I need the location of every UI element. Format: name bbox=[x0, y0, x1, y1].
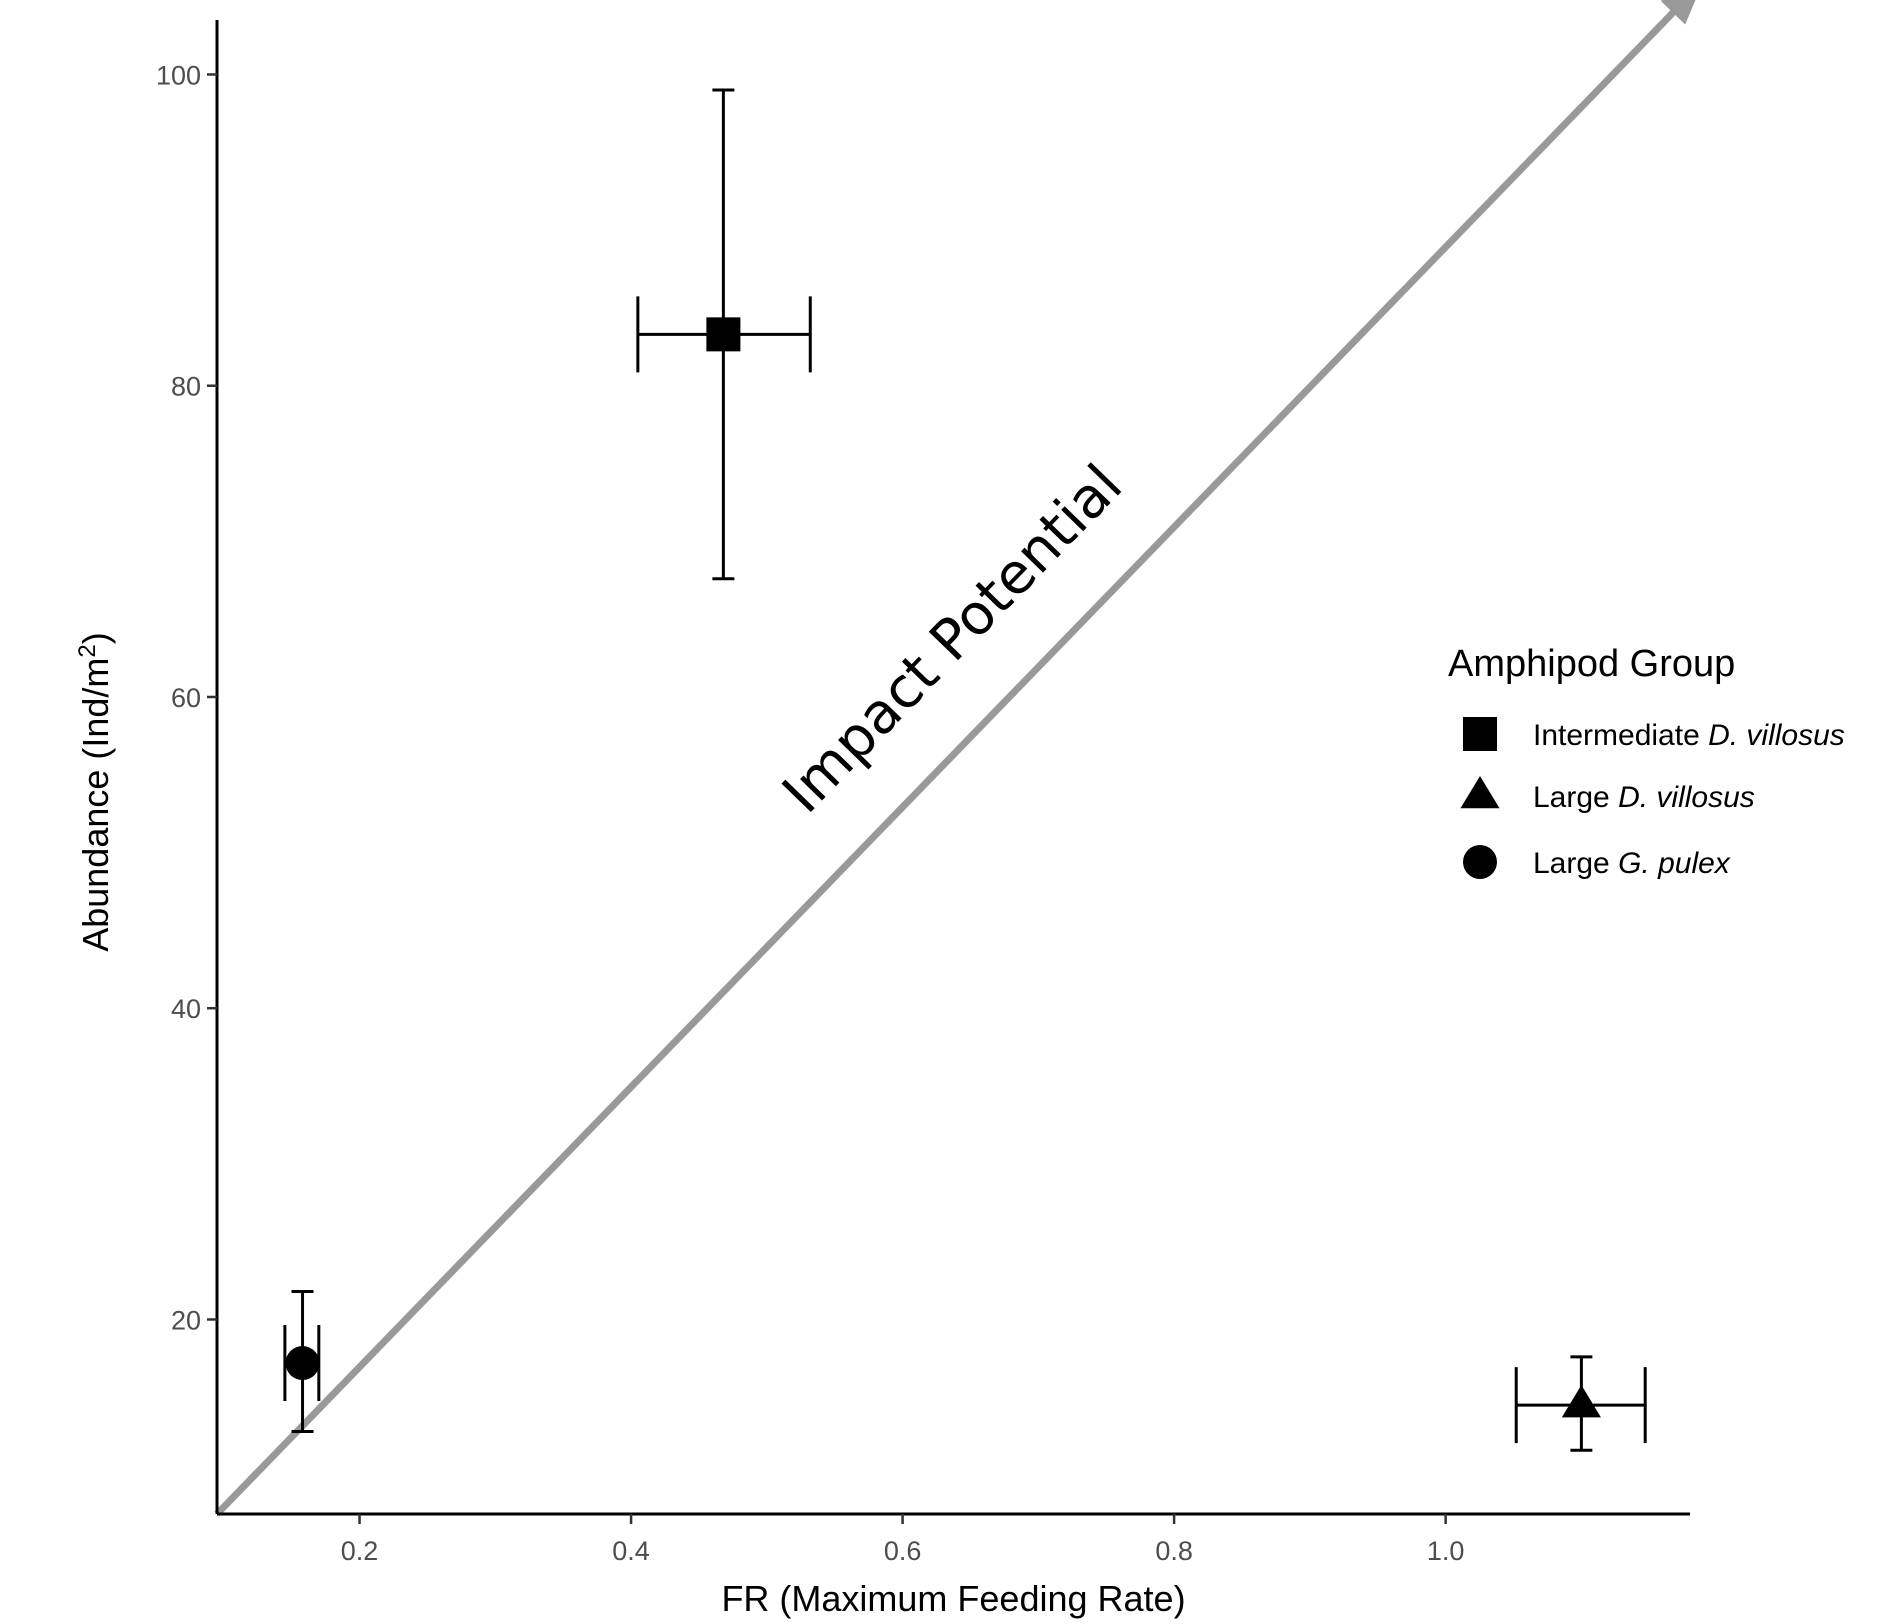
legend-label-italic: G. pulex bbox=[1618, 847, 1731, 880]
legend-entry: Large G. pulex bbox=[1463, 845, 1731, 880]
x-tick-label: 0.8 bbox=[1155, 1536, 1193, 1566]
legend-triangle-icon bbox=[1460, 775, 1500, 809]
legend-label-plain: Large bbox=[1533, 847, 1618, 880]
legend-label: Large G. pulex bbox=[1533, 847, 1731, 880]
legend-label-italic: D. villosus bbox=[1708, 719, 1845, 752]
y-axis-title: Abundance (Ind/m2) bbox=[74, 632, 117, 952]
y-tick-label: 20 bbox=[171, 1305, 201, 1335]
legend-entry: Large D. villosus bbox=[1460, 775, 1755, 814]
legend-label-plain: Intermediate bbox=[1533, 719, 1708, 752]
x-axis-title: FR (Maximum Feeding Rate) bbox=[721, 1578, 1185, 1619]
legend-label: Intermediate D. villosus bbox=[1533, 719, 1845, 752]
square-marker bbox=[706, 317, 741, 352]
data-point-square bbox=[636, 88, 812, 581]
legend-label-italic: D. villosus bbox=[1618, 781, 1755, 814]
legend-label: Large D. villosus bbox=[1533, 781, 1755, 814]
y-axis-title-superscript: 2 bbox=[74, 644, 101, 657]
impact-arrow-shaft bbox=[214, 5, 1680, 1517]
data-point-triangle bbox=[1514, 1355, 1647, 1452]
circle-marker bbox=[285, 1346, 320, 1381]
x-tick-label: 1.0 bbox=[1427, 1536, 1465, 1566]
legend-circle-icon bbox=[1463, 845, 1497, 879]
data-point-circle bbox=[283, 1289, 321, 1434]
legend-label-plain: Large bbox=[1533, 781, 1618, 814]
x-tick-label: 0.4 bbox=[612, 1536, 650, 1566]
y-tick-label: 80 bbox=[171, 372, 201, 402]
triangle-marker bbox=[1561, 1385, 1601, 1418]
y-axis-title-main: Abundance (Ind/m bbox=[75, 658, 116, 952]
legend-title: Amphipod Group bbox=[1448, 643, 1735, 685]
impact-arrow-head bbox=[1660, 0, 1696, 25]
legend: Amphipod Group Intermediate D. villosusL… bbox=[1448, 643, 1845, 880]
y-tick-label: 40 bbox=[171, 994, 201, 1024]
impact-potential-label: Impact Potential bbox=[770, 453, 1135, 826]
x-tick-label: 0.6 bbox=[884, 1536, 922, 1566]
y-tick-label: 100 bbox=[156, 60, 201, 90]
legend-entry: Intermediate D. villosus bbox=[1463, 717, 1845, 752]
y-axis-title-close: ) bbox=[75, 632, 116, 644]
y-tick-label: 60 bbox=[171, 683, 201, 713]
x-tick-label: 0.2 bbox=[341, 1536, 379, 1566]
legend-square-icon bbox=[1463, 717, 1497, 751]
